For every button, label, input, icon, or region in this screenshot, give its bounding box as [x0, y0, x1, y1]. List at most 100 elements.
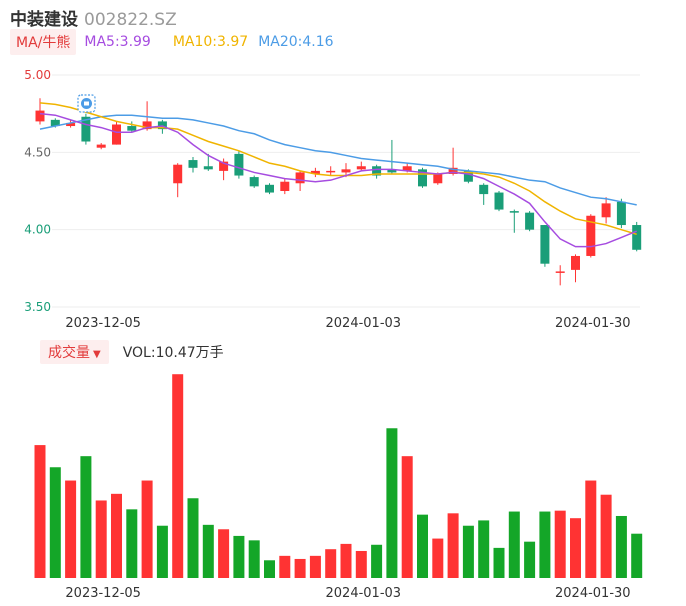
candle-body [326, 170, 336, 173]
candle-body [203, 166, 213, 170]
volume-bar [432, 538, 444, 578]
volume-bar [294, 558, 306, 578]
stock-name: 中装建设 [10, 10, 78, 30]
ma10-value: MA10:3.97 [172, 34, 249, 50]
volume-bar [585, 480, 597, 578]
volume-bar [325, 549, 337, 578]
volume-bar [34, 445, 46, 578]
candle-body [234, 153, 244, 176]
candle-body [81, 116, 91, 142]
candle-body [295, 172, 305, 184]
volume-bar [462, 525, 474, 578]
stock-code: 002822.SZ [84, 10, 177, 30]
volume-bar [539, 511, 551, 578]
volume-bar [570, 518, 581, 578]
candlestick-series [35, 98, 642, 286]
volume-bar [401, 456, 413, 578]
volume-bar [141, 480, 153, 578]
volume-bar-series [34, 374, 643, 578]
candle-body [448, 167, 458, 174]
volume-bar [371, 544, 383, 578]
candle-body [387, 169, 397, 173]
stock-header: 中装建设 002822.SZ [10, 5, 177, 30]
volume-bar [126, 509, 138, 578]
candle-body [555, 271, 565, 273]
ma20-line [39, 114, 637, 206]
volume-bar [202, 524, 214, 578]
candle-body [632, 225, 642, 250]
candle-body [479, 184, 489, 195]
volume-bar [95, 500, 107, 578]
price-date-label: 2024-01-30 [555, 316, 631, 331]
candle-body [265, 184, 274, 193]
candle-body [418, 169, 427, 187]
volume-legend: 成交量 ▼ VOL:10.47万手 [40, 340, 224, 364]
volume-button-label: 成交量 [48, 345, 90, 361]
volume-bar [233, 535, 245, 578]
volume-bar [279, 555, 291, 578]
candle-body [601, 203, 611, 218]
candle-body [35, 110, 45, 122]
candle-body [173, 164, 183, 184]
candle-body [280, 181, 290, 191]
candle-body [616, 201, 626, 226]
volume-bar [80, 456, 92, 578]
price-tick-label: 4.00 [24, 223, 51, 237]
candle-body [66, 122, 76, 127]
ma20-value: MA20:4.16 [258, 34, 334, 50]
ma-legend: MA/牛熊 MA5:3.99 MA10:3.97 MA20:4.16 [10, 29, 334, 55]
event-marker-glyph-icon [84, 101, 89, 106]
volume-bar [264, 560, 275, 578]
volume-date-label: 2023-12-05 [65, 586, 141, 601]
candle-body [341, 169, 351, 173]
candle-body [433, 173, 443, 184]
volume-bar [309, 555, 321, 578]
candle-body [188, 160, 198, 168]
volume-bar [355, 550, 367, 578]
candle-body [127, 126, 137, 131]
candle-body [157, 121, 167, 130]
volume-bar [248, 540, 260, 578]
candle-body [310, 170, 320, 174]
price-date-label: 2024-01-03 [326, 316, 402, 331]
caret-down-icon: ▼ [93, 349, 101, 360]
volume-bar [218, 529, 230, 578]
candle-body [96, 144, 106, 148]
price-tick-label: 3.50 [24, 300, 51, 314]
volume-bar [600, 494, 612, 578]
volume-value: VOL:10.47万手 [122, 345, 224, 361]
event-marker[interactable] [77, 94, 96, 113]
volume-bar [508, 511, 520, 578]
volume-bar [172, 374, 184, 578]
volume-bar [417, 514, 428, 578]
price-axis: 5.00 4.50 4.00 3.50 [24, 68, 51, 314]
candle-body [402, 166, 412, 171]
candle-body [463, 170, 473, 182]
candle-body [219, 161, 229, 171]
moving-average-lines [39, 102, 637, 248]
ma5-line [39, 112, 637, 248]
candle-body [372, 166, 382, 176]
volume-bar [187, 498, 199, 578]
candle-body [509, 211, 519, 213]
ma-indicator-button[interactable]: MA/牛熊 [10, 29, 77, 55]
date-axis-volume: 2023-12-05 2024-01-03 2024-01-30 [65, 586, 630, 601]
volume-bar [493, 547, 505, 578]
volume-bar [615, 515, 627, 578]
volume-indicator-button[interactable]: 成交量 ▼ [40, 340, 109, 364]
volume-bar [49, 467, 61, 578]
ma10-line [39, 102, 637, 236]
price-grid [52, 74, 640, 308]
candle-body [540, 225, 550, 264]
volume-bar [65, 480, 77, 578]
candle-body [571, 255, 580, 270]
price-date-label: 2023-12-05 [65, 316, 141, 331]
price-tick-label: 4.50 [24, 145, 51, 159]
volume-bar [156, 525, 168, 578]
price-tick-label: 5.00 [24, 68, 51, 82]
volume-bar [111, 493, 122, 578]
volume-bar [554, 510, 566, 578]
volume-bar [631, 533, 643, 578]
candle-body [249, 177, 259, 187]
